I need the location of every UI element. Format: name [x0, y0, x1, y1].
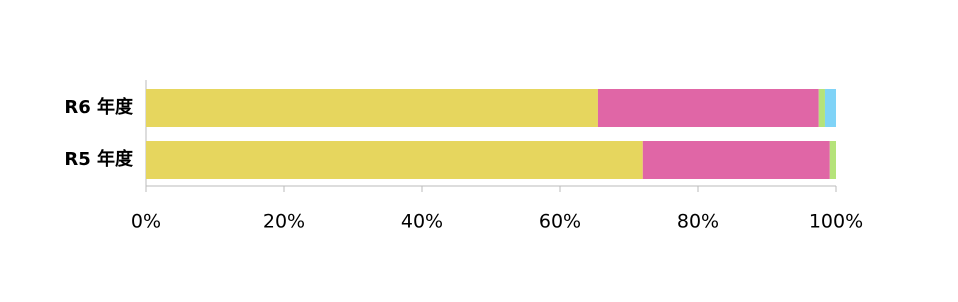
y-tick-label: R6 年度 — [64, 96, 134, 118]
bar-segment — [818, 89, 825, 127]
bar-segment — [642, 141, 830, 179]
x-tick-label: 20% — [263, 211, 305, 233]
bar-segment — [597, 89, 819, 127]
x-tick-label: 60% — [539, 211, 581, 233]
x-tick-label: 100% — [809, 211, 863, 233]
x-tick-label: 40% — [401, 211, 443, 233]
bar-segment — [829, 141, 836, 179]
bar-segment — [146, 89, 598, 127]
y-tick-label: R5 年度 — [64, 148, 134, 170]
x-tick-label: 80% — [677, 211, 719, 233]
bar-segment — [824, 89, 836, 127]
x-tick-label: 0% — [131, 211, 161, 233]
bar-segment — [146, 141, 643, 179]
